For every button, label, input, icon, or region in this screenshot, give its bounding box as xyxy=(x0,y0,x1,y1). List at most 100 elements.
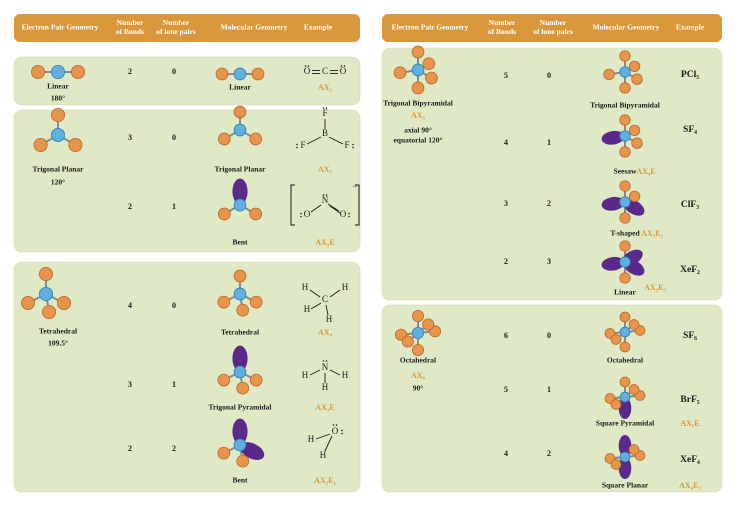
electron-dot xyxy=(322,360,325,362)
header-bar xyxy=(14,14,360,42)
bond-angle: 90° xyxy=(413,384,424,393)
lone-pair-count: 2 xyxy=(547,199,551,208)
example-formula: XeF₄ xyxy=(680,455,700,465)
example-formula: SF₄ xyxy=(683,125,697,135)
bracket xyxy=(290,184,295,226)
ligand-atom xyxy=(619,82,631,94)
electron-geometry: Trigonal Bipyramidal xyxy=(383,99,453,108)
ligand-atom xyxy=(249,132,263,146)
lone-pair-count: 0 xyxy=(172,301,176,310)
header-label: Number xyxy=(489,18,516,27)
ligand-atom xyxy=(411,81,425,95)
lone-pair-lobe xyxy=(618,457,632,480)
header-label: Molecular Geometry xyxy=(221,23,288,32)
group-panel xyxy=(13,109,361,253)
central-atom xyxy=(411,326,425,340)
ligand-atom xyxy=(236,303,250,317)
electron-dot xyxy=(296,143,298,146)
central-atom xyxy=(619,130,631,142)
lone-pair-count: 2 xyxy=(172,444,176,453)
lone-pair-count: 2 xyxy=(547,449,551,458)
header-label: Number xyxy=(117,18,144,27)
molecular-geometry: Octahedral xyxy=(607,356,643,365)
ligand-atom xyxy=(425,71,438,85)
ligand-atom xyxy=(233,269,247,283)
central-atom xyxy=(619,451,631,463)
lewis-bond xyxy=(329,369,341,376)
ligand-atom xyxy=(619,311,631,323)
ligand-atom xyxy=(628,319,640,330)
lewis-bond xyxy=(315,433,331,440)
header-label: Electron Pair Geometry xyxy=(22,23,99,32)
bond-count: 2 xyxy=(128,444,132,453)
ligand-atom xyxy=(631,73,643,85)
molecular-geometry: Square Pyramidal xyxy=(596,419,654,428)
lewis-atom: O xyxy=(304,209,311,219)
lone-pair-count: 1 xyxy=(547,385,551,394)
electron-dot xyxy=(332,424,335,426)
lewis-atom: − xyxy=(352,181,357,191)
lone-pair-lobe xyxy=(618,434,632,457)
molecular-geometry: Trigonal Bipyramidal xyxy=(590,101,660,110)
electron-dot xyxy=(352,143,354,146)
central-atom xyxy=(233,198,247,212)
lewis-atom: H xyxy=(342,370,349,380)
central-atom xyxy=(619,391,631,403)
example-formula: SF₆ xyxy=(683,331,697,341)
lewis-atom: C xyxy=(322,66,328,76)
lone-pair-lobe xyxy=(618,397,632,420)
lone-pair-count: 3 xyxy=(547,257,551,266)
ligand-atom xyxy=(233,105,247,119)
lone-pair-lobe xyxy=(601,130,625,145)
example-formula: ClF₃ xyxy=(681,200,699,210)
lone-pair-lobe xyxy=(601,196,625,211)
electron-dot xyxy=(322,194,325,196)
lewis-atom: B xyxy=(322,128,328,138)
lewis-atom: N xyxy=(322,362,329,372)
header-label: Number xyxy=(540,18,567,27)
electron-dot xyxy=(307,65,310,67)
electron-dot xyxy=(325,194,328,196)
ligand-atom xyxy=(619,240,631,252)
central-atom xyxy=(39,286,54,301)
bond-angle: 180° xyxy=(51,94,65,103)
electron-dot xyxy=(300,215,302,218)
central-atom xyxy=(619,256,631,268)
ligand-atom xyxy=(217,207,231,221)
bond-angle: axial 90° xyxy=(404,126,432,135)
electron-dot xyxy=(300,212,302,215)
central-atom xyxy=(233,287,247,301)
lewis-bond xyxy=(327,203,340,212)
central-atom xyxy=(411,63,425,77)
ligand-atom xyxy=(39,266,54,281)
ligand-atom xyxy=(411,45,425,59)
lone-pair-count: 0 xyxy=(172,67,176,76)
ligand-atom xyxy=(603,68,615,81)
ligand-atom xyxy=(619,50,631,62)
electron-dot xyxy=(322,107,325,109)
ligand-atom xyxy=(51,108,66,123)
notation: AX₆ xyxy=(411,371,426,380)
example-formula: XeF₂ xyxy=(680,265,700,275)
notation: AX₃ xyxy=(318,165,333,174)
header-label: Example xyxy=(676,23,705,32)
central-atom xyxy=(619,66,631,78)
ligand-atom xyxy=(619,341,631,353)
bond-count: 3 xyxy=(128,133,132,142)
header-label: of lone pairs xyxy=(533,27,573,36)
bond-count: 4 xyxy=(504,449,508,458)
ligand-atom xyxy=(411,343,425,357)
lewis-atom: F xyxy=(322,108,327,118)
header-label: Molecular Geometry xyxy=(593,23,660,32)
electron-dot xyxy=(304,65,307,67)
notation: AX₃E xyxy=(315,403,334,412)
ligand-atom xyxy=(57,295,72,310)
ligand-atom xyxy=(42,304,57,319)
notation: AX₅E xyxy=(680,419,699,428)
lone-pair-count: 0 xyxy=(547,331,551,340)
electron-dot xyxy=(340,65,343,67)
central-atom xyxy=(233,67,247,81)
ligand-atom xyxy=(628,384,640,395)
ligand-atom xyxy=(217,295,231,309)
lone-pair-count: 0 xyxy=(547,71,551,80)
